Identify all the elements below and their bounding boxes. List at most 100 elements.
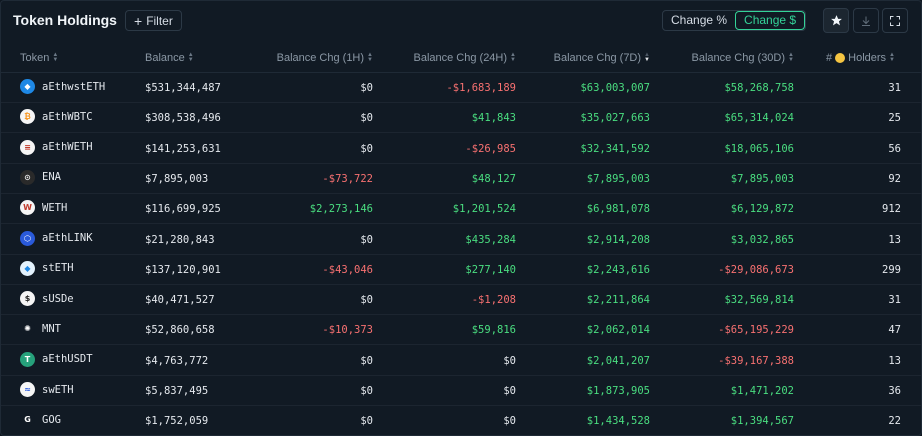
column-chg-1h[interactable]: Balance Chg (1H) ▲ ▼ [277,52,373,64]
chg-7d-cell: $2,211,864 [586,294,650,307]
holders-cell: 36 [888,385,901,397]
chg-30d-cell: -$65,195,229 [718,324,794,337]
link-icon: ⬡ [20,230,35,246]
token-name: WETH [42,201,68,214]
download-button[interactable] [853,8,879,33]
holders-cell: 13 [888,233,901,246]
chg-7d-cell: $1,434,528 [586,415,650,428]
balance-cell: $137,120,901 [145,263,221,276]
table-row[interactable]: ◆ stETH $137,120,901 -$43,046 $277,140 $2,243… [1,255,921,285]
chg-7d-cell: $2,243,616 [586,263,650,276]
balance-cell: $5,837,495 [145,385,209,397]
column-chg-30d[interactable]: Balance Chg (30D) ▲ ▼ [691,52,794,64]
chg-7d-cell: $2,062,014 [586,324,650,337]
balance-cell: $116,699,925 [145,203,221,216]
chg-24h-cell: $435,284 [465,233,516,246]
table-row[interactable]: ≈ swETH $5,837,495 $0 $0 $1,873,905 $1,471,202… [1,376,921,406]
chg-1h-cell: $0 [360,233,373,246]
token-cell[interactable]: ◆ aEthwstETH [20,79,105,94]
usdt-icon: T [20,351,35,367]
susde-icon: $ [20,291,35,307]
table-row[interactable]: $ sUSDe $40,471,527 $0 -$1,208 $2,211,864 $32,… [1,285,921,316]
fullscreen-icon [890,15,900,26]
steth-icon: ◆ [20,260,35,276]
chg-24h-cell: $59,816 [471,324,516,337]
holders-cell: 47 [888,324,901,337]
ena-icon: ⊙ [20,169,35,185]
chg-30d-cell: $3,032,865 [730,233,794,246]
chg-24h-cell: $0 [503,354,516,367]
token-cell[interactable]: ₿ aEthWBTC [20,109,93,125]
chg-30d-cell: -$39,167,388 [718,354,794,367]
plus-icon: + [134,12,143,29]
balance-cell: $52,860,658 [145,324,215,337]
holders-cell: 299 [882,263,901,276]
table-row[interactable]: G GOG $1,752,059 $0 $0 $1,434,528 $1,394,567 22 [1,406,921,435]
column-chg-24h[interactable]: Balance Chg (24H) ▲ ▼ [413,52,516,64]
token-cell[interactable]: ◆ stETH [20,260,74,276]
table-row[interactable]: W WETH $116,699,925 $2,273,146 $1,201,524 $6,… [1,194,921,225]
token-name: MNT [42,322,61,335]
table-row[interactable]: ⬡ aEthLINK $21,280,843 $0 $435,284 $2,914,208… [1,225,921,255]
table-row[interactable]: ✺ MNT $52,860,658 -$10,373 $59,816 $2,062,014… [1,315,921,346]
weth-icon: W [20,200,35,216]
token-cell[interactable]: $ sUSDe [20,291,74,307]
token-cell[interactable]: ⬡ aEthLINK [20,230,93,246]
token-cell[interactable]: ⊙ ENA [20,169,61,185]
filter-label: Filter [146,13,173,28]
filter-button[interactable]: + Filter [125,10,182,31]
table-row[interactable]: ≡ aEthWETH $141,253,631 $0 -$26,985 $32,341,5… [1,134,921,164]
holders-cell: 22 [888,415,901,428]
download-icon [862,16,870,26]
sort-icon: ▲ ▼ [187,52,194,63]
chg-1h-cell: $0 [360,385,373,397]
sort-desc-icon: ▲ ▼ [644,52,650,63]
balance-cell: $4,763,772 [145,354,209,367]
chg-30d-cell: $65,314,024 [724,112,794,125]
wsteth-icon: ◆ [20,79,35,94]
chg-1h-cell: $0 [360,142,373,155]
token-name: aEthUSDT [42,353,93,366]
column-balance[interactable]: Balance ▲ ▼ [145,52,194,64]
chg-30d-cell: $1,471,202 [730,385,794,397]
chg-1h-cell: $2,273,146 [309,203,373,216]
token-cell[interactable]: ✺ MNT [20,321,61,337]
token-name: aEthwstETH [42,80,106,93]
fullscreen-button[interactable] [882,8,908,33]
favorite-button[interactable] [823,8,849,33]
chg-7d-cell: $35,027,663 [580,112,650,125]
smiley-icon [835,53,846,63]
table-row[interactable]: ⊙ ENA $7,895,003 -$73,722 $48,127 $7,895,003 $… [1,164,921,194]
chg-7d-cell: $6,981,078 [586,203,650,216]
table-row[interactable]: ₿ aEthWBTC $308,538,496 $0 $41,843 $35,027,66… [1,103,921,134]
sort-icon: ▲ ▼ [788,52,794,63]
token-name: sUSDe [42,292,74,305]
column-chg-7d[interactable]: Balance Chg (7D) ▲ ▼ [554,52,650,64]
table-row[interactable]: ◆ aEthwstETH $531,344,487 $0 -$1,683,189 $63,… [1,73,921,103]
chg-30d-cell: -$29,086,673 [718,263,794,276]
token-cell[interactable]: ≈ swETH [20,382,74,397]
token-cell[interactable]: G GOG [20,412,61,428]
column-chg-7d-label: Balance Chg (7D) [553,52,642,64]
chg-24h-cell: $0 [503,415,516,428]
token-name: aEthWETH [42,141,93,154]
column-chg-24h-label: Balance Chg (24H) [413,52,508,64]
change-dollar-option[interactable]: Change $ [735,11,806,30]
chg-24h-cell: $277,140 [465,263,516,276]
chg-24h-cell: $0 [503,385,516,397]
sort-icon: ▲ ▼ [510,52,516,63]
token-cell[interactable]: W WETH [20,200,68,216]
token-cell[interactable]: ≡ aEthWETH [20,139,93,155]
chg-7d-cell: $7,895,003 [586,172,650,185]
column-token[interactable]: Token ▲ ▼ [20,52,58,64]
column-holders[interactable]: # Holders ▲ ▼ [826,52,895,64]
gog-icon: G [20,412,35,428]
balance-cell: $7,895,003 [145,172,209,185]
holders-cell: 92 [888,172,901,185]
change-mode-toggle: Change % Change $ [662,10,807,31]
change-percent-option[interactable]: Change % [671,13,728,27]
chg-7d-cell: $63,003,007 [580,82,650,94]
